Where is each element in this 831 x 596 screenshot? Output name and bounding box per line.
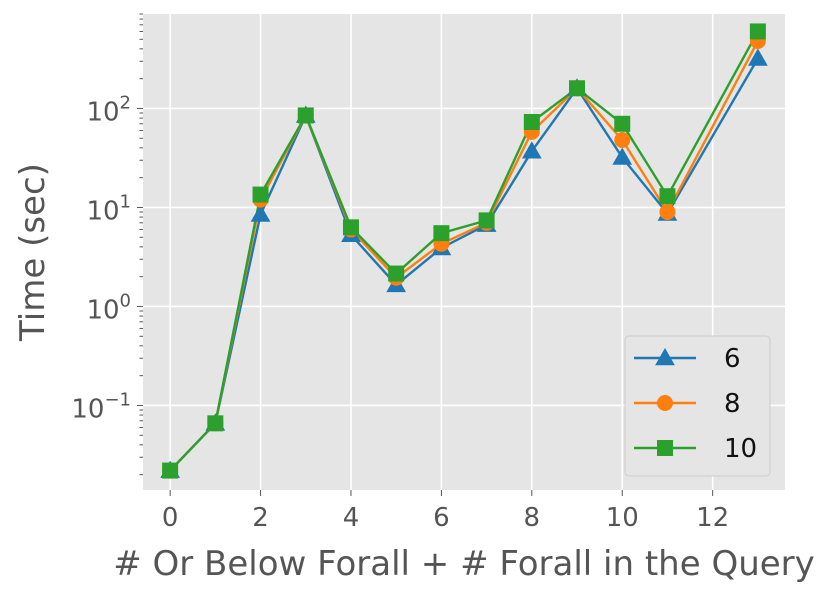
data-point-6 (612, 147, 633, 165)
x-tick-label: 4 (343, 503, 360, 533)
data-point-6 (250, 204, 271, 222)
legend-marker-6 (655, 347, 675, 366)
series-markers (160, 23, 768, 479)
data-point-10 (252, 186, 269, 203)
data-point-10 (342, 219, 359, 236)
x-tick-label: 12 (696, 503, 729, 533)
legend-label-10: 10 (724, 434, 757, 464)
legend-marker-8 (657, 395, 673, 411)
data-point-8 (659, 203, 676, 220)
y-minor-ticks (137, 13, 714, 496)
y-tick-label: 102 (86, 92, 131, 127)
data-point-10 (478, 212, 495, 229)
legend-label-6: 6 (724, 344, 741, 374)
x-tick-label: 10 (606, 503, 639, 533)
data-point-10 (297, 107, 314, 124)
x-axis-label: # Or Below Forall + # Forall in the Quer… (113, 544, 815, 584)
data-point-10 (523, 114, 540, 131)
data-point-10 (659, 188, 676, 205)
data-point-10 (614, 115, 631, 132)
y-tick-label: 100 (86, 290, 131, 325)
y-axis-label: Time (sec) (13, 163, 53, 342)
legend-marker-10 (657, 440, 673, 456)
data-point-10 (207, 415, 224, 432)
x-tick-label: 0 (162, 503, 179, 533)
x-tick-label: 6 (433, 503, 450, 533)
y-tick-labels: 10−1 100 101 102 (71, 92, 131, 424)
data-point-6 (521, 141, 542, 159)
y-tick-label: 101 (86, 191, 131, 226)
x-tick-labels: 0 2 4 6 8 10 12 (162, 503, 729, 533)
x-tick-label: 8 (524, 503, 541, 533)
data-point-10 (162, 462, 179, 479)
data-point-10 (433, 225, 450, 242)
data-point-10 (749, 23, 766, 40)
x-tick-label: 2 (252, 503, 269, 533)
legend: 6 8 10 (624, 335, 771, 477)
data-point-6 (748, 48, 768, 66)
legend-label-8: 8 (724, 389, 741, 419)
data-point-8 (614, 132, 631, 149)
data-point-10 (569, 80, 586, 97)
data-point-10 (388, 265, 405, 282)
grid (143, 14, 785, 490)
y-tick-label: 10−1 (71, 389, 131, 424)
